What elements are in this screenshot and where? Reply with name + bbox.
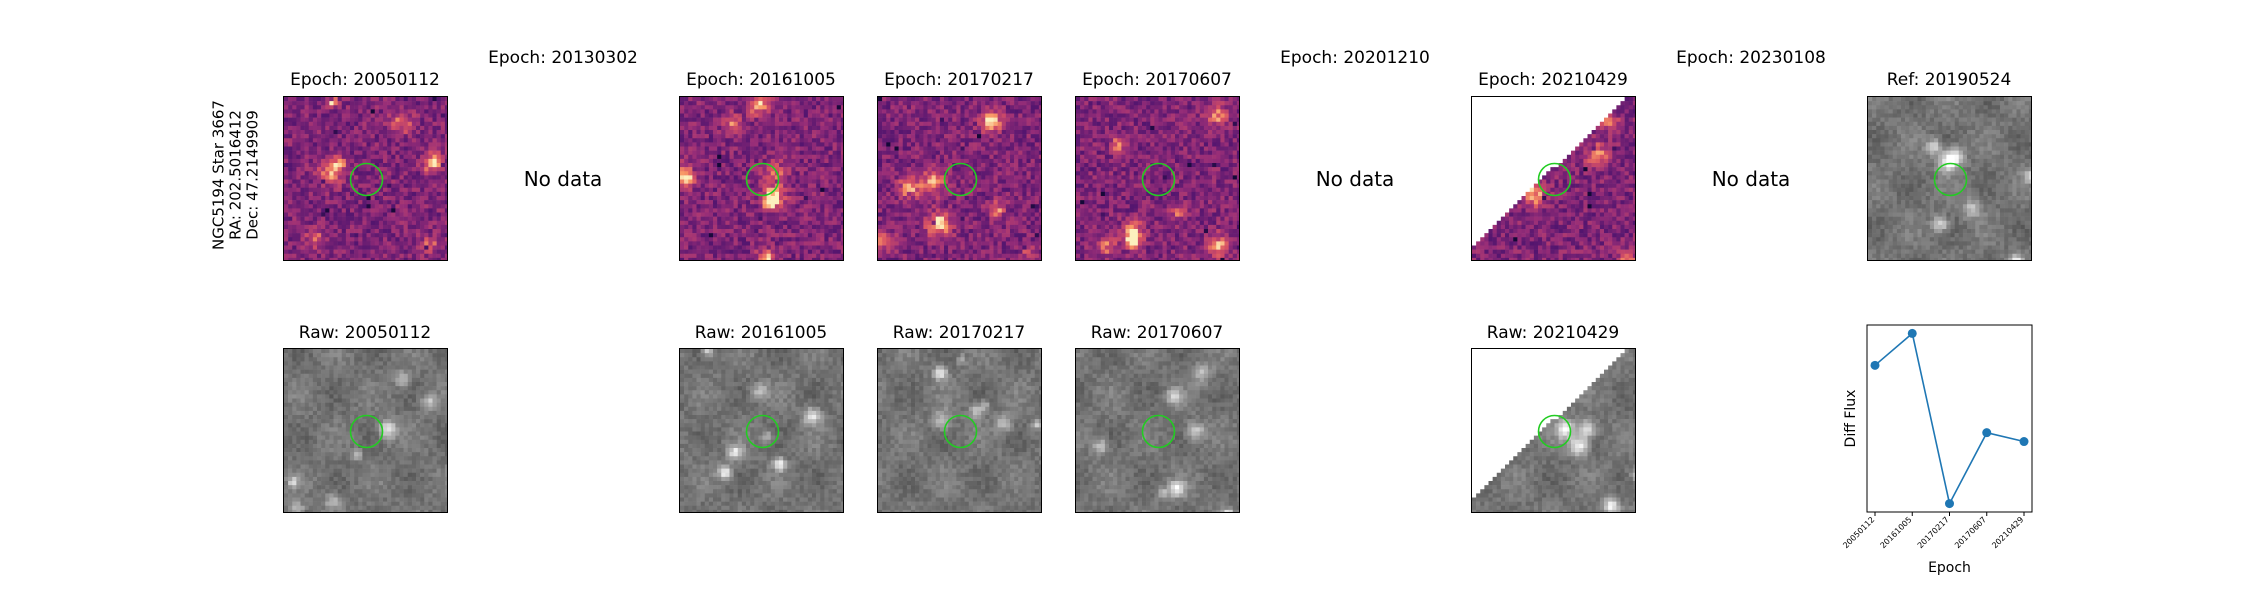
x-tick-label: 20170217: [1916, 515, 1951, 550]
x-tick-label: 20170607: [1953, 515, 1988, 550]
source-ra: RA: 202.5016412: [228, 100, 245, 250]
raw-image: [1471, 348, 1636, 513]
panel-title: Raw: 20170607: [1091, 323, 1224, 343]
panel-title: Raw: 20210429: [1487, 323, 1620, 343]
x-tick-label: 20050112: [1841, 515, 1876, 550]
panel-title: Raw: 20170217: [893, 323, 1026, 343]
x-tick-label: 20210429: [1990, 515, 2025, 550]
difference-image: [283, 96, 448, 261]
data-point: [2020, 437, 2029, 446]
x-tick-label: 20161005: [1879, 515, 1914, 550]
source-name: NGC5194 Star 3667: [211, 100, 228, 250]
difference-image: [1075, 96, 1240, 261]
raw-image: [679, 348, 844, 513]
no-data-label: No data: [524, 167, 603, 191]
reference-image: [1867, 96, 2032, 261]
no-data-label: No data: [1712, 167, 1791, 191]
panel-title: Epoch: 20210429: [1478, 70, 1628, 90]
raw-image: [1075, 348, 1240, 513]
data-point: [1871, 361, 1880, 370]
panel-title: Epoch: 20170607: [1082, 70, 1232, 90]
series-line: [1875, 333, 2024, 503]
y-axis-label: Diff Flux: [1843, 390, 1859, 448]
panel-title: Epoch: 20230108: [1676, 48, 1826, 68]
raw-image: [877, 348, 1042, 513]
chart-frame: [1867, 325, 2032, 512]
source-dec: Dec: 47.2149909: [245, 100, 262, 250]
data-point: [1982, 428, 1991, 437]
source-label: NGC5194 Star 3667 RA: 202.5016412 Dec: 4…: [211, 100, 262, 250]
panel-title: Epoch: 20130302: [488, 48, 638, 68]
difference-image: [1471, 96, 1636, 261]
data-point: [1945, 499, 1954, 508]
difference-image: [877, 96, 1042, 261]
raw-image: [283, 348, 448, 513]
panel-title: Raw: 20161005: [695, 323, 828, 343]
difference-image: [679, 96, 844, 261]
x-axis-label: Epoch: [1928, 560, 1971, 576]
panel-title: Epoch: 20161005: [686, 70, 836, 90]
panel-title: Epoch: 20050112: [290, 70, 440, 90]
no-data-label: No data: [1316, 167, 1395, 191]
data-point: [1908, 329, 1917, 338]
panel-title: Ref: 20190524: [1887, 70, 2012, 90]
panel-title: Epoch: 20170217: [884, 70, 1034, 90]
panel-title: Epoch: 20201210: [1280, 48, 1430, 68]
panel-title: Raw: 20050112: [299, 323, 432, 343]
